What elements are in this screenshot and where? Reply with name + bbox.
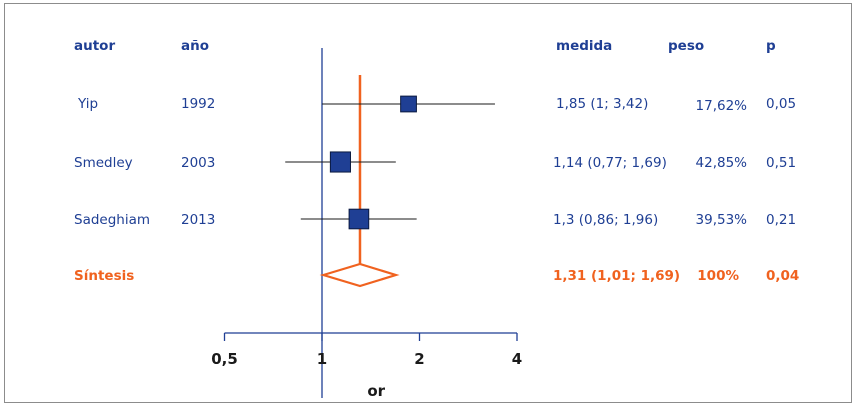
header-p: p (766, 38, 776, 54)
study-weight: 17,62% (695, 98, 747, 114)
x-tick-label: 2 (414, 350, 424, 368)
study-year: 2003 (181, 155, 216, 171)
summary-measure: 1,31 (1,01; 1,69) (553, 268, 681, 284)
summary-label: Síntesis (74, 268, 135, 284)
study-weight: 42,85% (695, 155, 747, 171)
study-p: 0,21 (766, 212, 797, 228)
summary-diamond (319, 262, 400, 288)
header-year: año (181, 38, 209, 54)
study-box (329, 151, 351, 173)
study-p: 0,51 (766, 155, 797, 171)
study-year: 2013 (181, 212, 216, 228)
x-axis-label: or (367, 382, 385, 398)
summary-weight: 100% (697, 268, 739, 284)
header-author: autor (74, 38, 116, 54)
study-measure: 1,3 (0,86; 1,96) (553, 212, 659, 228)
header-measure: medida (556, 38, 613, 54)
study-measure: 1,14 (0,77; 1,69) (553, 155, 667, 171)
study-author: Yip (78, 96, 99, 112)
summary-p: 0,04 (766, 268, 800, 284)
study-year: 1992 (181, 96, 216, 112)
study-author: Sadeghiam (74, 212, 151, 228)
study-measure: 1,85 (1; 3,42) (556, 96, 649, 112)
x-tick-label: 4 (512, 350, 522, 368)
study-box (348, 208, 370, 230)
header-weight: peso (668, 38, 705, 54)
study-p: 0,05 (766, 96, 797, 112)
study-box (400, 95, 417, 113)
study-weight: 39,53% (695, 212, 747, 228)
x-tick-label: 1 (317, 350, 327, 368)
x-tick-label: 0,5 (211, 350, 238, 368)
study-author: Smedley (74, 155, 133, 171)
